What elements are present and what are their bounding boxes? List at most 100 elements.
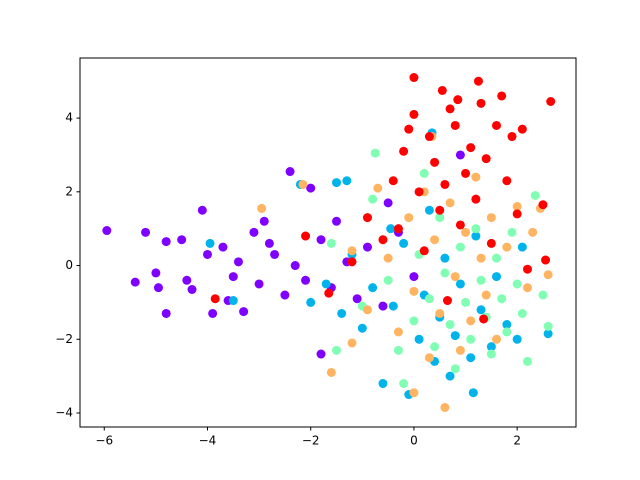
point (409, 388, 419, 398)
point (455, 345, 465, 355)
point (517, 124, 527, 134)
point (522, 283, 532, 293)
point (492, 334, 502, 344)
point (450, 120, 460, 130)
point (409, 316, 419, 326)
point (393, 327, 403, 337)
point (476, 305, 486, 315)
point (197, 205, 207, 215)
point (461, 168, 471, 178)
point (466, 316, 476, 326)
point (342, 176, 352, 186)
point (517, 242, 527, 252)
point (301, 231, 311, 241)
point (466, 353, 476, 363)
point (486, 213, 496, 223)
point (471, 231, 481, 241)
point (290, 261, 300, 271)
point (430, 157, 440, 167)
point (461, 227, 471, 237)
point (378, 379, 388, 389)
point (373, 183, 383, 193)
point (455, 279, 465, 289)
point (455, 220, 465, 230)
point (450, 272, 460, 282)
point (517, 308, 527, 318)
point (280, 290, 290, 300)
point (257, 203, 267, 213)
point (316, 235, 326, 245)
point (239, 307, 249, 317)
point (362, 242, 372, 252)
point (440, 253, 450, 263)
point (210, 294, 220, 304)
point (468, 388, 478, 398)
axes-frame (79, 57, 577, 428)
point (337, 308, 347, 318)
point (399, 146, 409, 156)
point (546, 96, 556, 106)
point (321, 279, 331, 289)
point (543, 329, 553, 339)
point (430, 342, 440, 352)
point (378, 235, 388, 245)
point (450, 364, 460, 374)
point (486, 342, 496, 352)
point (530, 190, 540, 200)
point (254, 279, 264, 289)
point (435, 308, 445, 318)
point (543, 270, 553, 280)
point (512, 279, 522, 289)
point (298, 179, 308, 189)
x-tick-label: −4 (199, 434, 217, 448)
point (419, 168, 429, 178)
point (440, 402, 450, 412)
point (476, 98, 486, 108)
point (507, 132, 517, 142)
point (208, 308, 218, 318)
point (205, 238, 215, 248)
point (383, 253, 393, 263)
point (455, 150, 465, 160)
x-tick-label: 2 (513, 434, 521, 448)
point (486, 349, 496, 359)
point (182, 275, 192, 285)
point (497, 91, 507, 101)
point (481, 154, 491, 164)
point (445, 198, 455, 208)
point (332, 216, 342, 226)
point (453, 95, 463, 105)
point (492, 120, 502, 130)
point (430, 235, 440, 245)
point (481, 290, 491, 300)
points (102, 73, 556, 412)
point (306, 297, 316, 307)
point (445, 104, 455, 114)
point (130, 277, 140, 287)
point (357, 323, 367, 333)
point (512, 209, 522, 219)
point (368, 194, 378, 204)
point (347, 338, 357, 348)
point (424, 205, 434, 215)
point (522, 356, 532, 366)
point (233, 257, 243, 267)
point (161, 237, 171, 247)
point (461, 297, 471, 307)
point (466, 143, 476, 153)
point (445, 371, 455, 381)
point (538, 290, 548, 300)
point (528, 227, 538, 237)
point (202, 249, 212, 259)
point (388, 176, 398, 186)
y-tick-label: −2 (55, 332, 73, 346)
point (370, 148, 380, 158)
point (502, 327, 512, 337)
point (424, 353, 434, 363)
point (404, 213, 414, 223)
point (259, 216, 269, 226)
point (347, 257, 357, 267)
point (466, 334, 476, 344)
point (414, 334, 424, 344)
